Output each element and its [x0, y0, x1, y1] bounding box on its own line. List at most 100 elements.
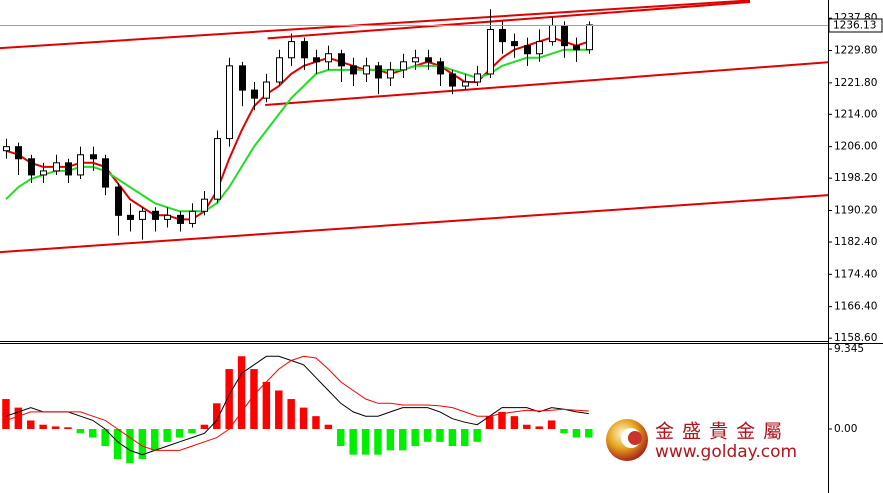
candle-body	[462, 81, 469, 87]
candle-body	[115, 186, 122, 216]
candle-body	[40, 170, 47, 176]
histogram-bar	[374, 428, 382, 455]
histogram-bar	[14, 407, 23, 429]
histogram-bar	[101, 428, 109, 447]
histogram-bar	[535, 426, 543, 429]
trend-line	[267, 1, 751, 40]
y-tick-label: 1174.40	[834, 268, 877, 280]
candle-body	[536, 41, 543, 55]
histogram-bar	[2, 399, 10, 429]
candle-body	[437, 61, 444, 75]
candle-body	[524, 45, 531, 55]
moving-average	[5, 36, 590, 221]
watermark-url: www.golday.com	[655, 442, 797, 462]
histogram-bar	[361, 428, 370, 455]
macd-line	[5, 355, 589, 456]
histogram-bar	[151, 428, 159, 451]
histogram-bar	[287, 399, 295, 429]
candle-body	[499, 28, 506, 43]
histogram-bar	[200, 424, 209, 429]
histogram-bar	[250, 369, 258, 429]
candle-body	[28, 158, 35, 176]
histogram-bar	[473, 428, 481, 442]
candle-body	[474, 73, 481, 83]
candle-body	[449, 73, 456, 87]
histogram-bar	[485, 416, 494, 429]
candle-body	[549, 24, 556, 43]
histogram-bar	[436, 428, 444, 442]
y-tick-label: 1166.40	[834, 301, 877, 313]
histogram-bar	[411, 428, 419, 447]
candle-body	[77, 154, 84, 176]
y-tick-label: 1221.80	[834, 77, 877, 89]
watermark-name: 金 盛 貴 金 屬	[655, 421, 783, 443]
candle-body	[400, 61, 407, 71]
histogram-bar	[225, 369, 233, 429]
candle-body	[201, 198, 208, 212]
histogram-bar	[188, 428, 196, 434]
macd-line	[5, 355, 589, 451]
candle-body	[387, 69, 394, 79]
histogram-bar	[39, 424, 47, 429]
histogram-bar	[349, 428, 357, 455]
watermark: 金 盛 貴 金 屬 www.golday.com	[606, 419, 797, 462]
histogram-bar	[523, 424, 531, 429]
histogram-bar	[113, 428, 122, 459]
histogram-bar	[423, 428, 432, 442]
candle-body	[263, 81, 270, 99]
logo	[628, 431, 642, 445]
histogram-bar	[312, 416, 320, 429]
candle-body	[561, 24, 568, 47]
panel	[2, 355, 593, 464]
candle-body	[288, 41, 295, 59]
histogram-bar	[547, 420, 556, 429]
candle-body	[189, 210, 196, 224]
y-tick-label: 1190.20	[834, 204, 877, 216]
y-tick-label: 1229.80	[834, 45, 877, 57]
histogram-bar	[386, 428, 395, 451]
plot-layer: 1237.801229.801221.801214.001206.001198.…	[0, 0, 883, 464]
histogram-bar	[461, 428, 469, 447]
candle-body	[90, 154, 97, 160]
histogram-bar	[138, 428, 147, 459]
y-tick-label: 1206.00	[834, 141, 877, 153]
histogram-bar	[572, 428, 581, 438]
y-tick-label: 1158.60	[834, 332, 877, 344]
candle-body	[363, 65, 370, 75]
trend-line	[265, 61, 828, 107]
panel	[0, 0, 828, 254]
candle-body	[573, 45, 580, 51]
candle-body	[3, 146, 10, 152]
candle-body	[152, 210, 159, 220]
histogram-bar	[560, 428, 568, 434]
candle-body	[53, 162, 60, 172]
candle-body	[65, 162, 72, 176]
histogram-bar	[262, 381, 271, 429]
candle-body	[301, 41, 308, 59]
histogram-bar	[51, 426, 60, 429]
histogram-bar	[76, 428, 85, 434]
candle-body	[425, 57, 432, 63]
y-tick-label: 1214.00	[834, 108, 877, 120]
candle-body	[102, 158, 109, 188]
trend-line	[0, 0, 751, 50]
candle-body	[226, 65, 233, 140]
candle-body	[412, 57, 419, 63]
histogram-bar	[64, 427, 72, 429]
candle-body	[127, 214, 134, 220]
candle-body	[164, 214, 171, 220]
histogram-bar	[89, 428, 97, 438]
histogram-bar	[27, 420, 35, 429]
candle-body	[338, 53, 345, 67]
histogram-bar	[163, 428, 171, 442]
candle-body	[375, 65, 382, 79]
y-tick-label: 1198.20	[834, 172, 877, 184]
candle-body	[350, 65, 357, 75]
candle-body	[139, 210, 146, 220]
candle-body	[177, 214, 184, 224]
histogram-bar	[237, 356, 246, 429]
histogram-bar	[510, 416, 519, 429]
y-tick-label: 9.345	[834, 343, 864, 355]
candle-body	[325, 53, 332, 63]
candle-body	[239, 65, 246, 91]
